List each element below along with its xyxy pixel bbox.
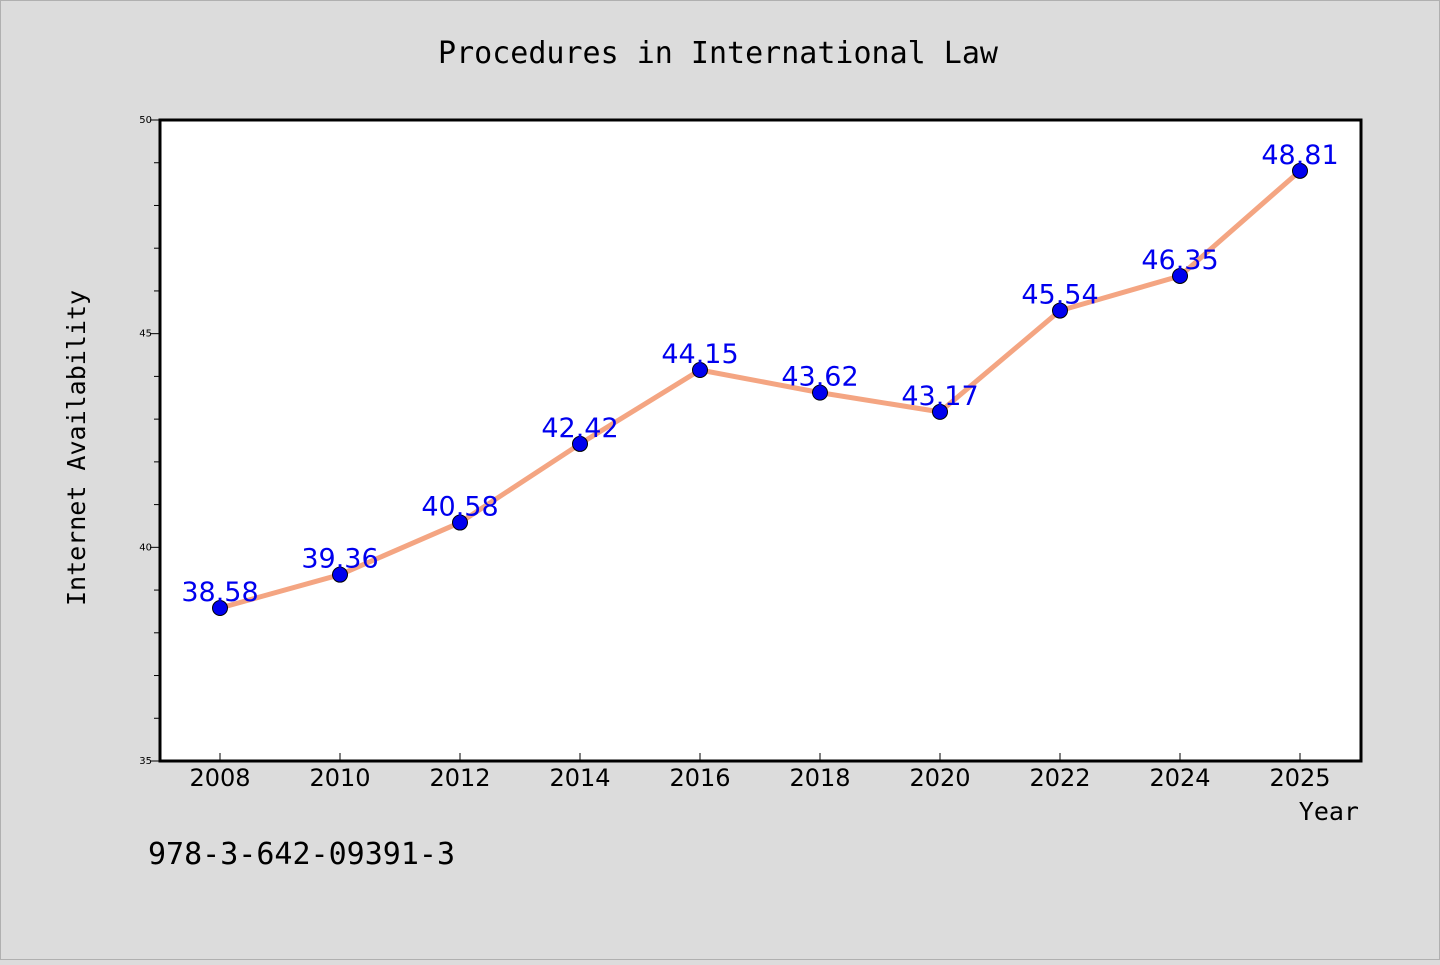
data-point (1172, 267, 1188, 284)
x-tick-label: 2012 (429, 764, 490, 792)
footnote-isbn: 978-3-642-09391-3 (148, 837, 455, 872)
data-point (812, 384, 828, 401)
x-tick-label: 2016 (669, 764, 730, 792)
x-tick-label: 2018 (789, 764, 850, 792)
x-tick-label: 2024 (1149, 764, 1210, 792)
x-tick-label: 2020 (909, 764, 970, 792)
x-tick-label: 2014 (549, 764, 610, 792)
y-axis-label: Internet Availability (62, 290, 91, 606)
y-tick-label: 50 (139, 115, 152, 126)
data-label: 42.42 (541, 413, 618, 444)
data-point (572, 435, 588, 452)
data-point (692, 361, 708, 378)
data-label: 40.58 (421, 492, 498, 523)
series-line (217, 168, 1303, 611)
y-tick-label: 35 (139, 756, 152, 767)
y-axis: 35 40 45 50 (139, 115, 160, 767)
data-point (932, 403, 948, 420)
x-axis-label: Year (1299, 797, 1359, 826)
x-axis: 2008 2010 2012 2014 2016 2018 2020 2022 2024 2025 (189, 753, 1331, 792)
chart-title: Procedures in International Law (438, 36, 999, 71)
data-label: 39.36 (301, 544, 378, 575)
plot-area (158, 118, 1363, 763)
data-point (1052, 302, 1068, 319)
data-label: 48.81 (1261, 140, 1338, 171)
x-tick-label: 2025 (1269, 764, 1330, 792)
data-label: 38.58 (181, 577, 258, 608)
y-tick-label: 40 (139, 542, 152, 553)
data-point (452, 514, 468, 531)
x-tick-label: 2022 (1029, 764, 1090, 792)
data-point (1292, 162, 1308, 179)
data-label: 46.35 (1141, 245, 1218, 276)
x-tick-label: 2008 (189, 764, 250, 792)
data-label: 43.17 (901, 381, 978, 412)
data-label: 45.54 (1021, 280, 1098, 311)
data-label: 44.15 (661, 339, 738, 370)
data-point (332, 566, 348, 583)
series-group: 38.58 39.36 40.58 42.42 44.15 43.62 43.17 45.54… (181, 140, 1339, 617)
x-tick-label: 2010 (309, 764, 370, 792)
y-tick-label: 45 (139, 329, 152, 340)
data-label: 43.62 (781, 362, 858, 393)
data-point (212, 600, 228, 617)
